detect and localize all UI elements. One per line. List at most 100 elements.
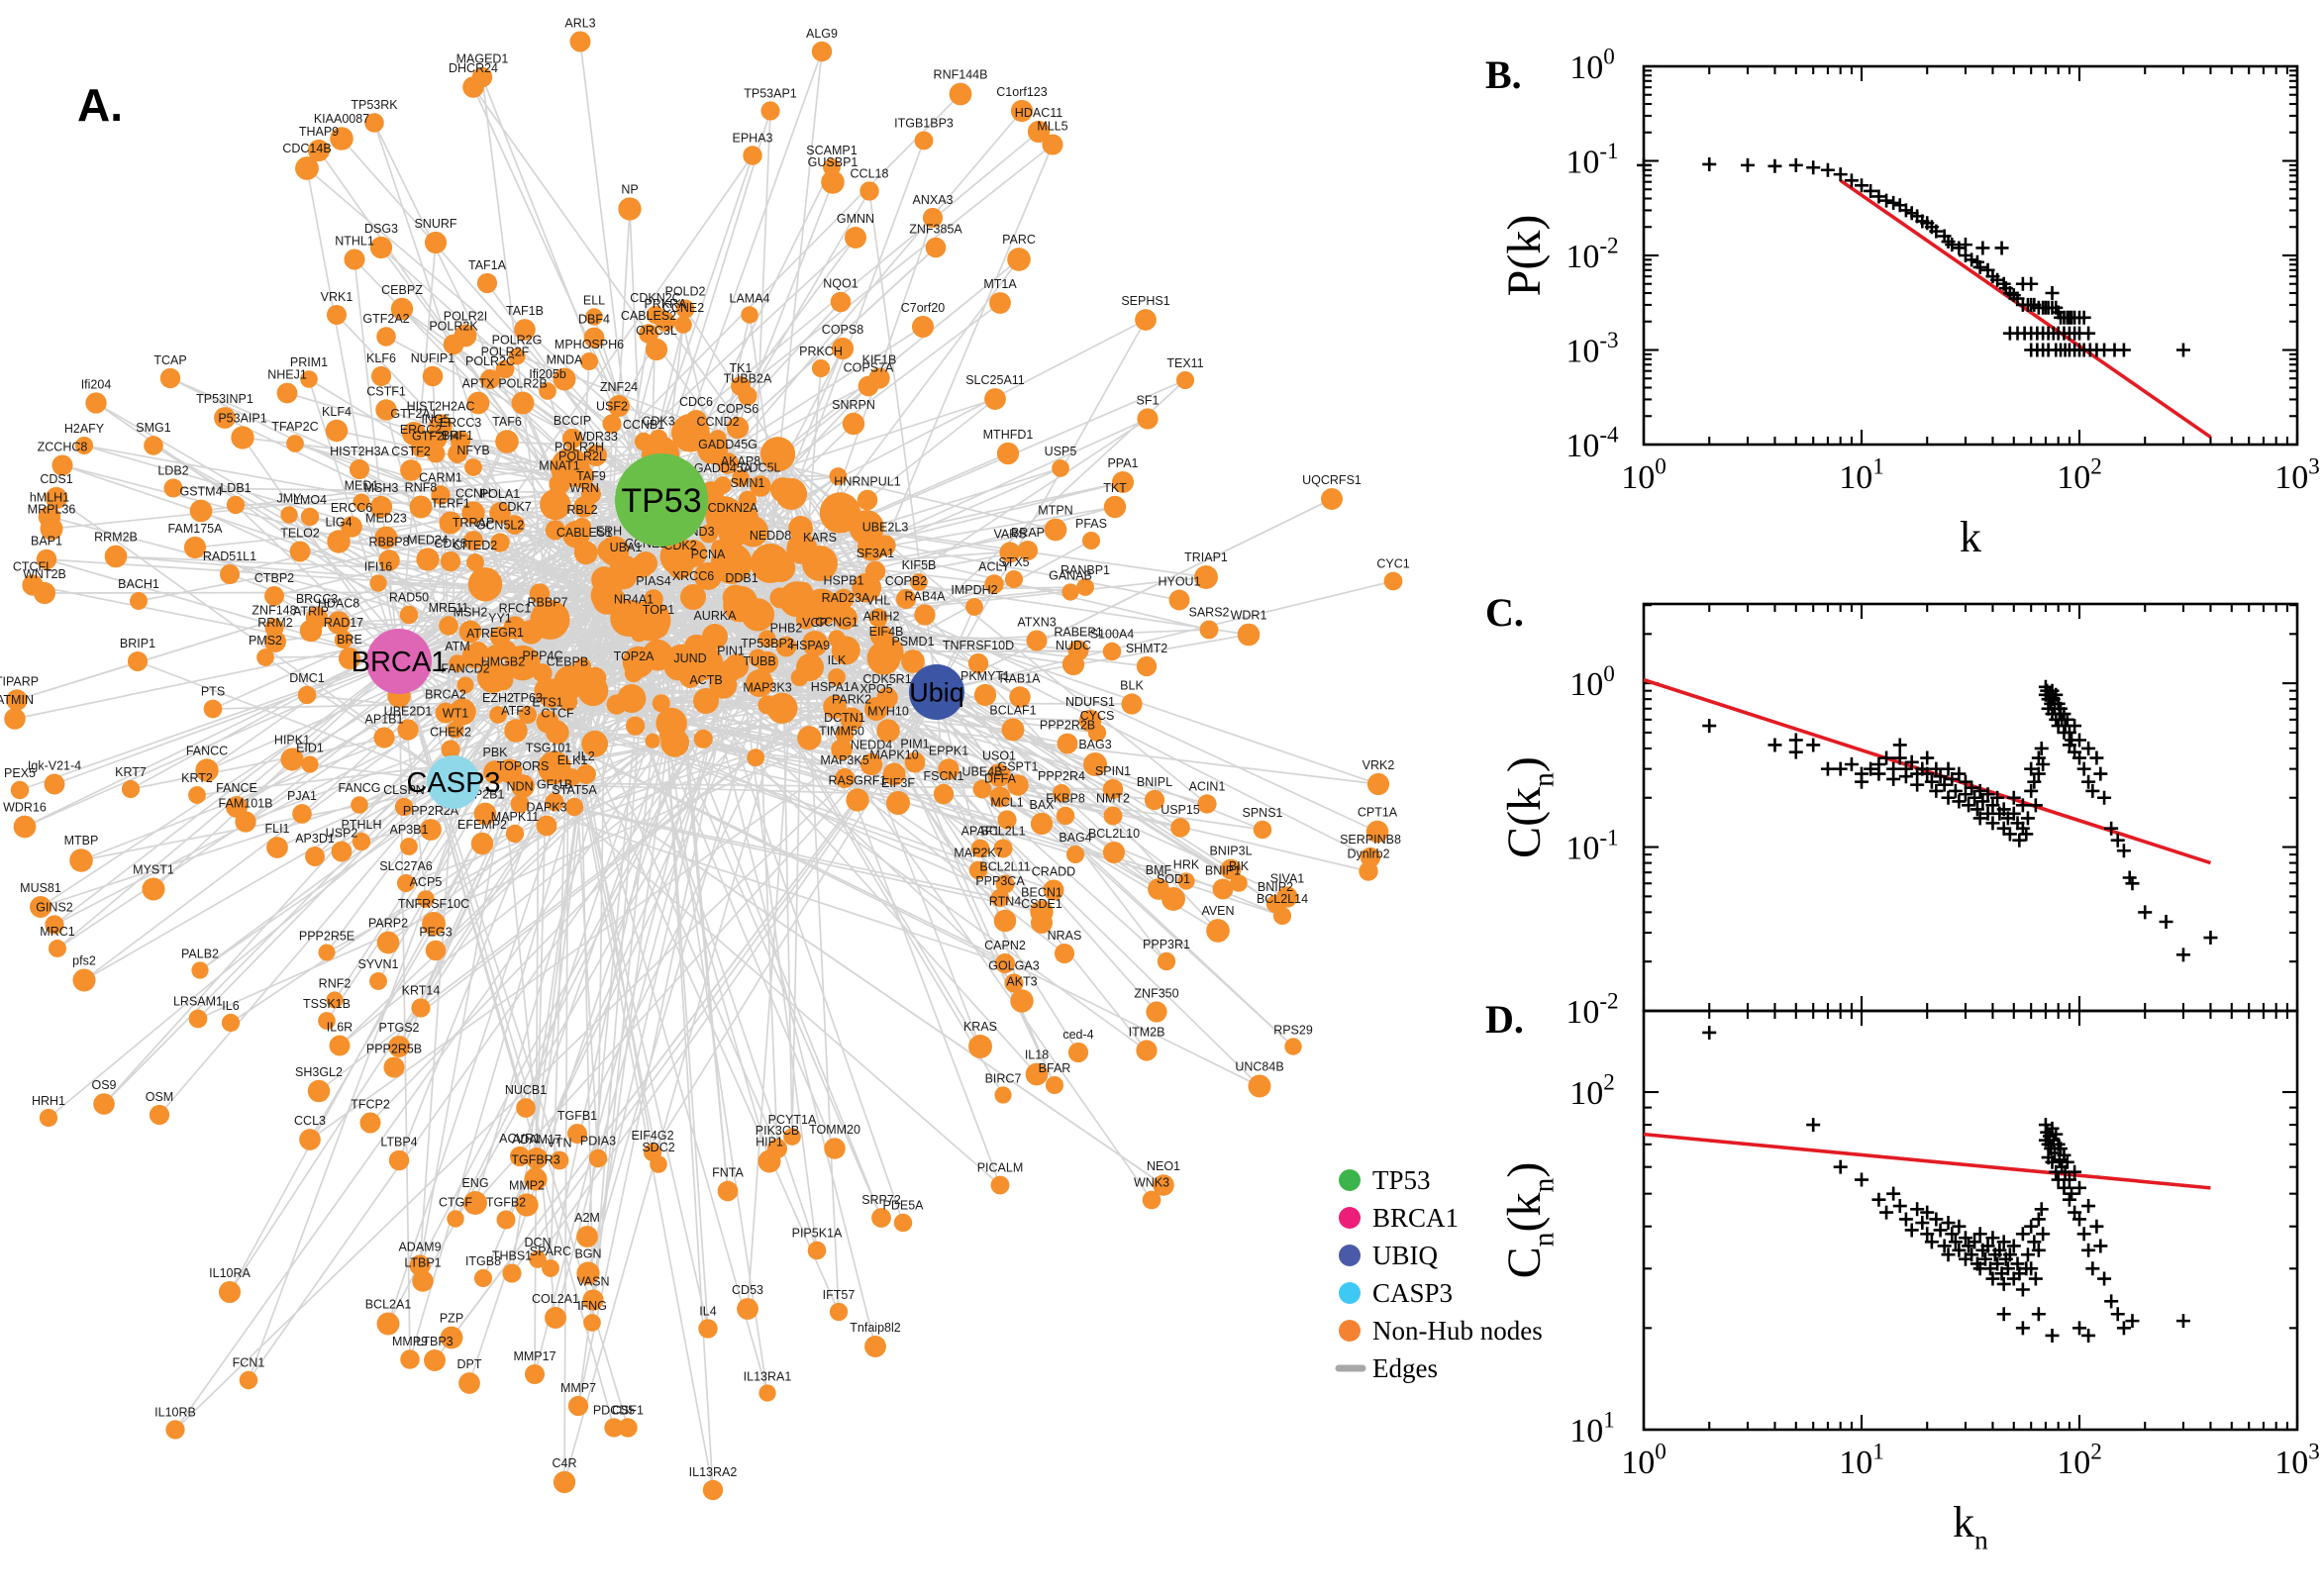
network-node [864,560,886,582]
network-node-label: MNAT1 [539,458,579,472]
network-node-label: H2AFY [64,422,105,436]
network-node [775,636,797,657]
data-point [1886,1186,1901,1201]
network-node [470,832,494,855]
network-node-label: MED23 [365,512,407,526]
network-node-label: Dynlrb2 [1347,847,1389,860]
data-point [2036,1227,2051,1242]
network-node [458,620,482,644]
network-node-label: MTPN [1038,504,1072,518]
network-node [1083,752,1107,776]
network-node-label: TNFRSF10D [943,639,1014,652]
network-node-label: XPO5 [859,682,892,696]
network-node [159,367,181,389]
network-node-label: EFEMP2 [457,818,507,832]
network-node [828,630,846,648]
data-point [1806,1118,1821,1133]
network-node [970,839,990,858]
network-node [803,588,841,626]
network-node-label: TUBB2A [724,371,772,385]
network-node-label: ZNF24 [600,380,638,394]
network-node [949,82,972,106]
data-point [1929,761,1944,776]
data-point [2020,811,2035,826]
network-node-label: BECN1 [1021,885,1062,899]
network-node-label: FNTA [712,1166,744,1180]
network-edge [326,574,625,1022]
network-node-label: MAGED1 [456,52,509,66]
network-node-label: COL2A1 [532,1292,579,1306]
network-node [829,467,848,486]
network-node [85,392,107,414]
network-node-label: PKMYT1 [960,669,1010,683]
network-node-label: PRIM1 [290,355,328,369]
network-node [1272,906,1292,926]
data-point [2068,1164,2082,1179]
network-edge [40,499,662,908]
network-node-label: NFYB [456,444,489,457]
data-point [2085,783,2100,798]
data-point [2081,774,2096,789]
network-node-label: ACIN1 [1189,779,1226,793]
network-node-label: JMY [277,491,303,505]
network-edge [731,562,938,693]
network-node [719,658,743,682]
network-edge [563,702,569,1483]
network-node-label: ACTB [689,673,722,687]
hub-label-CASP3: CASP3 [406,767,500,799]
network-node [648,617,669,639]
data-point [2024,761,2039,776]
network-node [226,495,246,515]
data-point [2015,798,2030,813]
network-node [1102,778,1124,800]
network-node [830,291,852,313]
network-node [788,516,813,541]
network-node-label: RTN4 [989,895,1021,909]
network-node [877,640,895,657]
network-node [989,786,1011,808]
network-node [831,337,855,360]
network-node [910,573,928,591]
network-node-label: LRSAM1 [173,995,223,1009]
network-node [702,1479,724,1501]
network-node [489,706,507,724]
network-node [624,663,644,683]
network-node-label: TP63 [513,691,543,705]
network-node-label: TNFRSF10C [398,897,469,911]
data-point [1910,1202,1925,1217]
network-node [645,733,660,748]
network-node-label: ELK1 [557,753,588,767]
network-node-label: BNIP2 [1258,880,1293,894]
network-node [546,721,569,745]
network-node-label: TFCP2 [351,1097,390,1111]
network-node-label: BLK [1120,678,1144,692]
network-node [539,755,558,775]
network-node [984,574,1004,594]
data-point [2072,750,2086,765]
network-edge [936,580,1394,693]
network-node [165,1420,185,1440]
network-node [746,669,773,697]
network-node-label: APAF1 [961,825,1000,839]
network-node-label: HIST2H3A [330,445,389,458]
network-node-label: ZNF350 [1134,986,1178,1000]
network-node-label: BFAR [1039,1061,1071,1075]
network-node-label: CSTF1 [366,384,406,398]
network-node [448,444,467,463]
network-node [846,788,869,812]
network-node-label: TGFB1 [557,1109,597,1123]
network-node [188,1009,208,1029]
network-node-label: BAX [1029,798,1055,812]
network-node-label: PALB2 [181,947,219,960]
network-node [394,797,414,817]
network-node-label: PRKCH [799,345,843,358]
network-node-label: UNC84B [1235,1060,1283,1074]
network-node-label: SOD1 [1157,872,1190,886]
data-point [1788,745,1803,759]
data-point [2116,844,2131,858]
network-node-label: NUCB1 [505,1083,547,1097]
network-node [708,497,725,514]
network-node [579,351,599,371]
network-node [467,641,489,662]
